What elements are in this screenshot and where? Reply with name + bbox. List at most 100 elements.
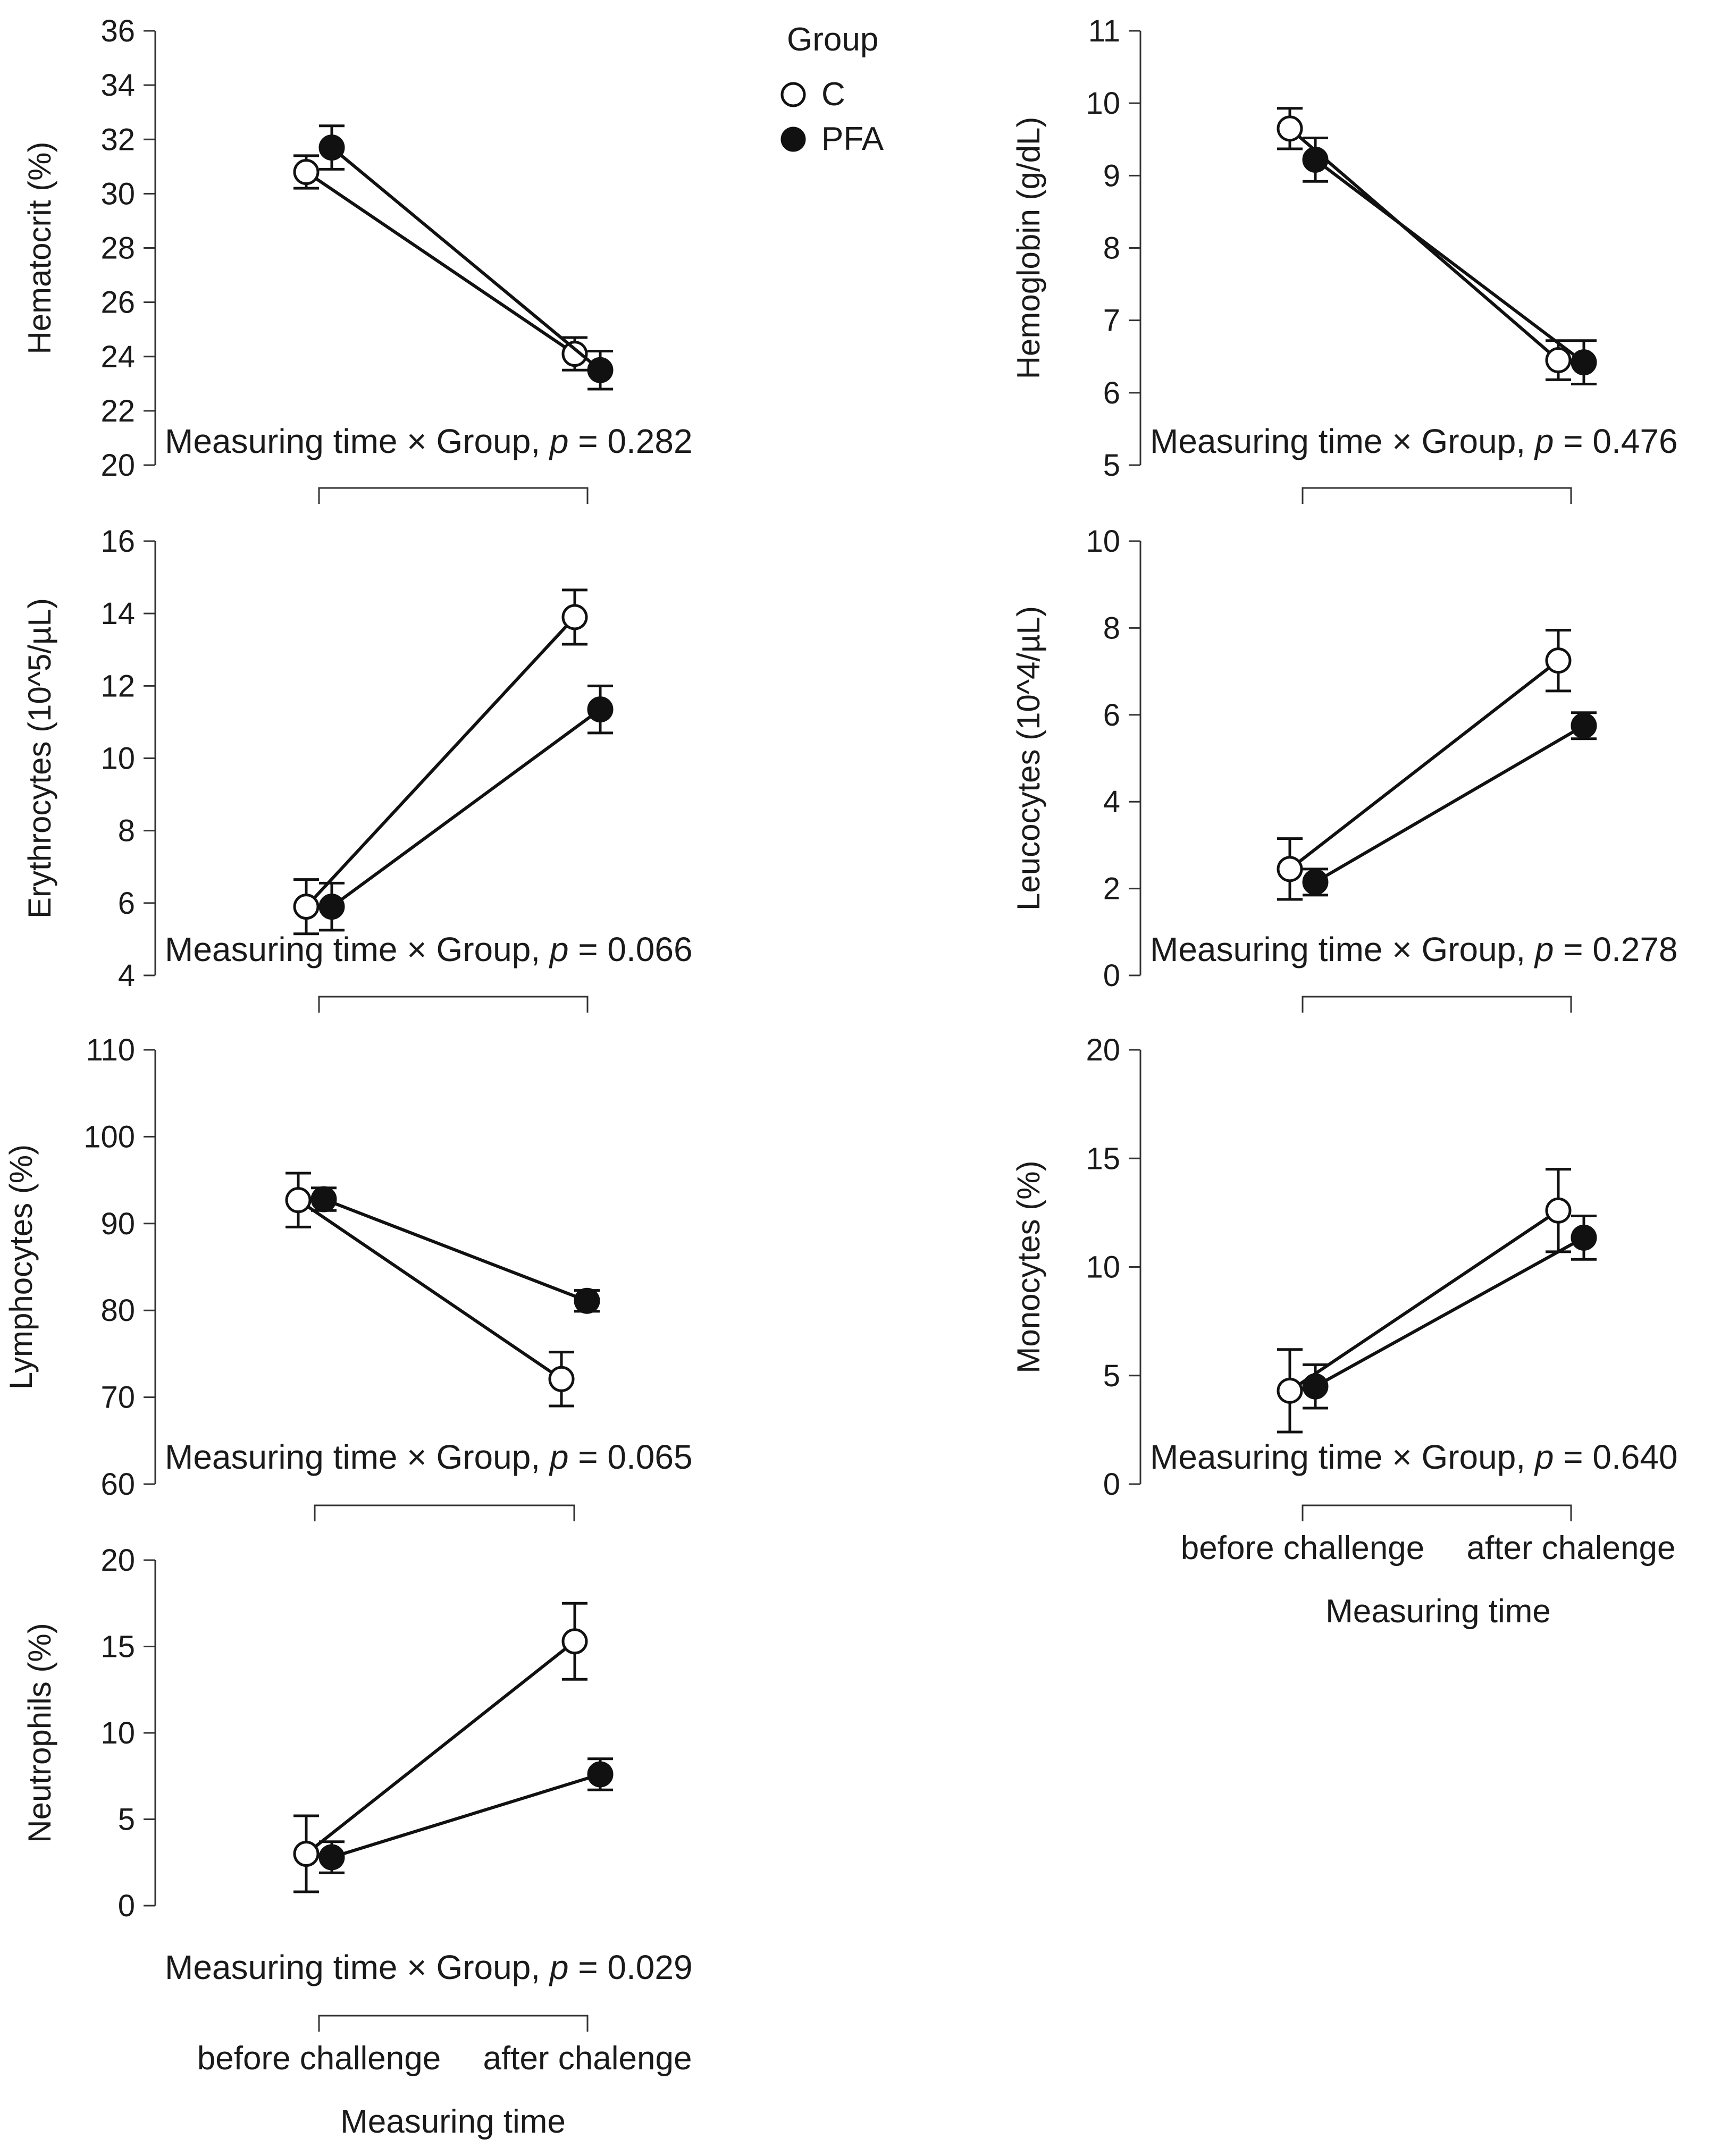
y-axis-title: Hematocrit (%) (22, 141, 57, 354)
y-tick-label: 16 (100, 524, 135, 559)
y-tick-label: 15 (100, 1630, 135, 1664)
data-point-pfa (1302, 146, 1329, 173)
data-point-c (285, 1187, 312, 1214)
x-tick-label: after chalenge (1467, 1530, 1676, 1567)
data-point-pfa (587, 357, 614, 383)
data-point-c (1277, 115, 1303, 142)
chart-panel-2: 5 6 7 8 9 10 11 Hemoglobin (g/dL) Measuring time… (1011, 14, 1678, 504)
x-axis-bracket (1302, 487, 1572, 504)
x-axis-bracket (1302, 1504, 1572, 1521)
y-axis-title: Lymphocytes (%) (3, 1144, 39, 1389)
y-tick-label: 2 (1103, 872, 1120, 906)
legend-label-pfa: PFA (821, 121, 884, 157)
series-line-c (305, 616, 576, 908)
y-tick-label: 10 (1086, 1250, 1120, 1285)
interaction-p-value: Measuring time × Group, p = 0.640 (1150, 1438, 1678, 1476)
data-point-pfa (1302, 1373, 1329, 1400)
y-tick-label: 4 (118, 958, 135, 993)
y-tick-label: 14 (100, 596, 135, 631)
data-point-c (293, 159, 320, 186)
y-tick-label: 8 (118, 814, 135, 848)
chart-panel-1: 20 22 24 26 28 30 32 34 36 Hematocrit (%) Measurin… (22, 14, 693, 504)
y-tick-label: 22 (100, 394, 135, 428)
legend: Group C PFA (780, 21, 884, 157)
x-axis-title: Measuring time (340, 2103, 566, 2140)
data-point-pfa (318, 134, 345, 161)
y-tick-label: 6 (1103, 376, 1120, 410)
legend-title: Group (787, 21, 878, 58)
y-tick-label: 5 (1103, 448, 1120, 483)
data-point-pfa (310, 1186, 337, 1212)
interaction-p-value: Measuring time × Group, p = 0.066 (165, 930, 693, 968)
data-point-c (561, 341, 588, 367)
y-tick-label: 80 (100, 1293, 135, 1328)
series-line-pfa (1314, 724, 1585, 883)
series-line-pfa (331, 146, 601, 372)
x-axis-bracket (314, 1504, 575, 1521)
data-point-pfa (318, 1844, 345, 1871)
y-tick-label: 11 (1088, 14, 1120, 48)
data-point-c (1277, 856, 1303, 882)
y-tick-label: 24 (100, 340, 135, 374)
data-point-c (293, 894, 320, 920)
y-tick-label: 34 (100, 68, 135, 103)
y-tick-label: 60 (100, 1467, 135, 1502)
y-tick-label: 36 (100, 14, 135, 48)
legend-label-c: C (821, 76, 845, 113)
data-point-c (1545, 347, 1572, 374)
y-tick-label: 28 (100, 231, 135, 266)
series-line-pfa (1314, 1236, 1585, 1388)
data-point-c (1277, 1377, 1303, 1404)
y-tick-label: 20 (100, 1543, 135, 1578)
y-tick-label: 10 (100, 1716, 135, 1750)
data-point-c (561, 604, 588, 630)
series-line-c (297, 1199, 563, 1380)
y-axis-title: Monocytes (%) (1011, 1160, 1046, 1373)
data-point-pfa (587, 1761, 614, 1788)
x-axis-title: Measuring time (1325, 1593, 1551, 1630)
data-point-c (1545, 647, 1572, 674)
y-tick-label: 110 (86, 1033, 135, 1067)
y-tick-label: 5 (1103, 1359, 1120, 1393)
data-point-pfa (574, 1287, 600, 1314)
y-tick-label: 26 (100, 285, 135, 320)
data-point-pfa (318, 894, 345, 920)
series-line-c (305, 171, 576, 356)
y-axis-title: Erythrocytes (10^5/µL) (22, 598, 57, 919)
chart-panel-3: 4 6 8 10 12 14 16 Erythrocytes (10^5/µL) Measuri… (22, 524, 693, 1013)
y-axis-title: Neutrophils (%) (22, 1623, 57, 1842)
y-tick-label: 100 (83, 1119, 135, 1154)
y-tick-label: 6 (118, 886, 135, 921)
x-axis-bracket (318, 2015, 589, 2032)
y-tick-label: 20 (1086, 1033, 1120, 1067)
y-tick-label: 4 (1103, 785, 1120, 819)
interaction-p-value: Measuring time × Group, p = 0.065 (165, 1438, 693, 1476)
series-line-pfa (323, 1198, 588, 1303)
y-tick-label: 70 (100, 1380, 135, 1415)
series-line-c (1289, 659, 1559, 871)
y-tick-label: 20 (100, 448, 135, 483)
x-axis-bracket (318, 996, 589, 1013)
series-line-c (305, 1640, 576, 1855)
x-axis-bracket (1302, 996, 1572, 1013)
y-tick-label: 6 (1103, 698, 1120, 732)
y-tick-label: 15 (1086, 1141, 1120, 1176)
interaction-p-value: Measuring time × Group, p = 0.029 (165, 1948, 693, 1986)
data-point-pfa (1571, 349, 1597, 376)
data-point-c (561, 1628, 588, 1655)
data-point-c (293, 1841, 320, 1867)
y-tick-label: 0 (1103, 1467, 1120, 1502)
data-point-c (548, 1366, 575, 1392)
y-tick-label: 9 (1103, 158, 1120, 193)
y-tick-label: 12 (100, 669, 135, 703)
y-tick-label: 8 (1103, 231, 1120, 266)
data-point-pfa (587, 696, 614, 723)
y-axis-title: Leucocytes (10^4/µL) (1011, 606, 1046, 911)
interaction-p-value: Measuring time × Group, p = 0.476 (1150, 422, 1678, 460)
y-tick-label: 0 (1103, 958, 1120, 993)
y-tick-label: 7 (1103, 304, 1120, 338)
data-point-pfa (1571, 712, 1597, 739)
y-tick-label: 0 (118, 1889, 135, 1923)
